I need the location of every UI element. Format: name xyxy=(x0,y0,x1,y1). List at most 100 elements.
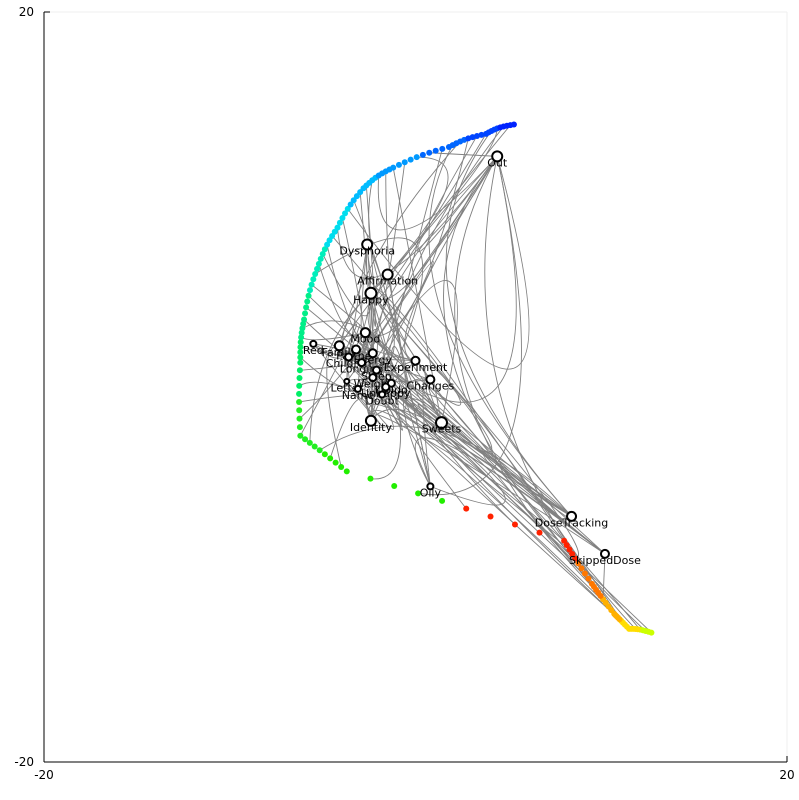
arc-point-86 xyxy=(324,241,331,248)
arc-point-108 xyxy=(390,164,397,171)
edge-96 xyxy=(390,346,431,487)
node-label-16: Changes xyxy=(406,380,454,393)
edge-127 xyxy=(367,293,416,362)
node-21 xyxy=(435,416,449,430)
edge-64 xyxy=(445,130,572,517)
color-arc xyxy=(296,121,655,636)
node-4 xyxy=(359,327,371,339)
arc-point-58 xyxy=(296,398,303,405)
arc-point-90 xyxy=(334,224,341,231)
edge-59 xyxy=(428,144,572,517)
node-label-17: Unhappy xyxy=(361,387,411,400)
node-label-22: Oily xyxy=(420,486,442,499)
edge-1 xyxy=(443,156,646,632)
node-16 xyxy=(425,374,436,385)
node-9 xyxy=(367,348,378,359)
arc-point-72 xyxy=(301,316,308,323)
arc-point-55 xyxy=(296,424,303,431)
node-5 xyxy=(309,339,318,348)
node-label-1: Dysphoria xyxy=(339,245,395,258)
node-13 xyxy=(368,373,378,383)
arc-point-61 xyxy=(296,375,303,382)
edge-68 xyxy=(361,261,434,371)
arc-point-50 xyxy=(316,447,323,454)
arc-point-56 xyxy=(296,415,303,422)
arc-point-75 xyxy=(304,298,311,305)
arc-point-96 xyxy=(350,197,357,204)
node-24 xyxy=(599,548,610,559)
edge-103 xyxy=(357,280,458,423)
node-label-2: Affirmation xyxy=(357,275,418,288)
edge-100 xyxy=(372,369,403,431)
arc-point-46 xyxy=(338,463,345,470)
arc-point-80 xyxy=(312,271,319,278)
axes: -20 20 -20 20 xyxy=(14,5,794,782)
edge-47 xyxy=(347,156,530,370)
arc-point-40 xyxy=(463,505,470,512)
edge-90 xyxy=(355,156,517,403)
arc-point-84 xyxy=(319,250,326,257)
arc-point-36 xyxy=(561,537,568,544)
edge-120 xyxy=(371,353,572,517)
node-7 xyxy=(351,344,362,355)
edge-66 xyxy=(370,126,504,421)
edge-111 xyxy=(348,324,361,358)
node-11 xyxy=(371,365,381,375)
arc-point-37 xyxy=(536,529,543,536)
x-tick-label-min: -20 xyxy=(34,768,54,782)
node-19 xyxy=(378,390,387,399)
edge-110 xyxy=(382,377,606,555)
arc-point-135 xyxy=(510,121,517,128)
node-0 xyxy=(491,150,504,163)
arc-point-77 xyxy=(306,287,313,294)
node-1 xyxy=(361,238,374,251)
arc-point-63 xyxy=(297,359,304,366)
arc-point-48 xyxy=(327,455,334,462)
arc-point-57 xyxy=(296,407,303,414)
edge-106 xyxy=(312,343,382,427)
arc-point-44 xyxy=(367,475,374,482)
arc-point-76 xyxy=(305,292,312,299)
arc-point-113 xyxy=(419,151,426,158)
node-label-18: Name xyxy=(342,389,375,402)
arc-point-68 xyxy=(298,334,305,341)
node-label-20: Identity xyxy=(350,421,393,434)
arc-point-78 xyxy=(308,281,315,288)
arc-point-60 xyxy=(296,382,303,389)
edge-122 xyxy=(376,274,407,412)
arc-point-35 xyxy=(563,542,570,549)
edge-74 xyxy=(346,156,498,382)
edge-125 xyxy=(368,413,606,555)
edge-60 xyxy=(338,141,461,346)
arc-point-28 xyxy=(585,575,592,582)
node-2 xyxy=(381,268,394,281)
edge-18 xyxy=(368,403,565,542)
edge-99 xyxy=(366,156,498,301)
arc-point-43 xyxy=(391,482,398,489)
edge-32 xyxy=(300,345,350,387)
arc-point-69 xyxy=(298,329,305,336)
arc-point-32 xyxy=(572,555,579,562)
arc-point-109 xyxy=(395,161,402,168)
arc-point-53 xyxy=(302,436,309,443)
arc-point-47 xyxy=(332,459,339,466)
edge-22 xyxy=(370,293,401,480)
arc-point-62 xyxy=(296,367,303,374)
arc-point-52 xyxy=(306,439,313,446)
arc-point-79 xyxy=(310,276,317,283)
y-tick-label-min: -20 xyxy=(14,755,34,769)
arc-point-59 xyxy=(296,390,303,397)
edge-105 xyxy=(313,343,380,390)
edge-67 xyxy=(338,124,511,347)
node-label-23: DoseTracking xyxy=(535,516,609,529)
edge-6 xyxy=(424,365,624,623)
grid xyxy=(44,11,788,762)
arc-point-83 xyxy=(317,255,324,262)
node-23 xyxy=(566,510,578,522)
arc-point-65 xyxy=(297,349,304,356)
node-label-12: Experiment xyxy=(384,361,448,374)
node-label-24: SkippedDose xyxy=(569,554,641,567)
edge-25 xyxy=(319,425,572,517)
edge-108 xyxy=(361,329,378,421)
